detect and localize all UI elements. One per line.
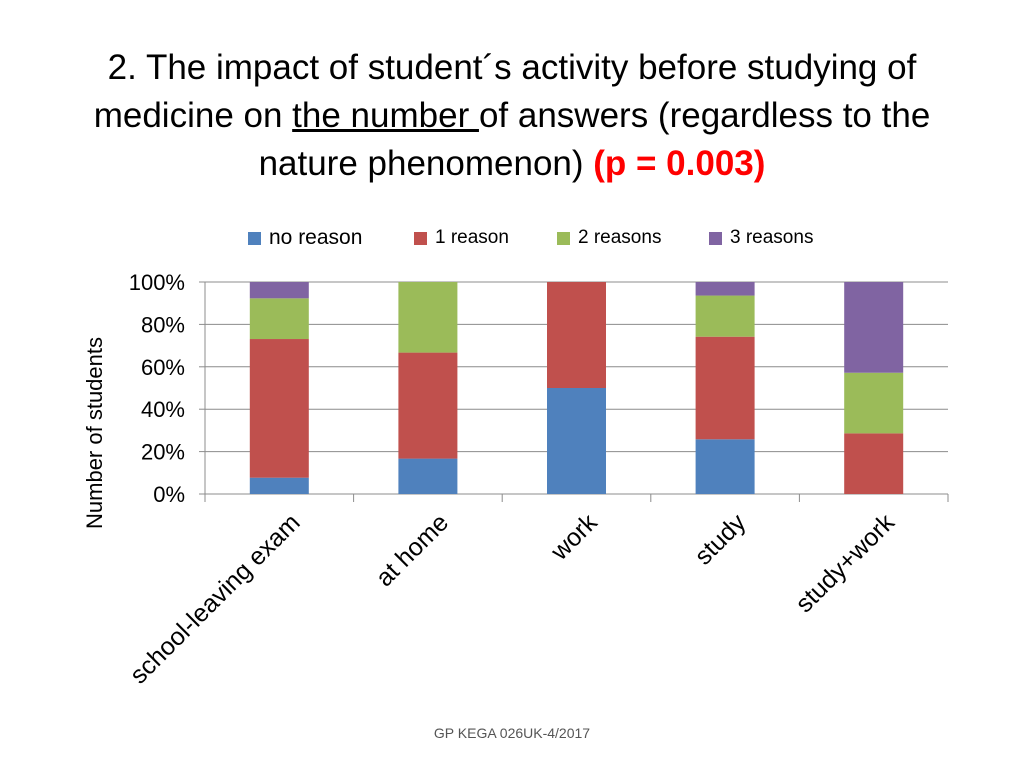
title-p-value: (p = 0.003) — [593, 144, 766, 183]
y-tick-label: 100% — [129, 270, 185, 295]
x-tick-label: work — [545, 508, 603, 566]
bar-segment — [695, 439, 755, 494]
y-tick-label: 20% — [141, 440, 185, 465]
legend-swatch-2-reasons — [557, 231, 570, 245]
legend-swatch-no-reason — [248, 231, 261, 245]
slide-title: 2. The impact of student´s activity befo… — [40, 44, 984, 188]
x-tick-label: study — [689, 508, 751, 570]
y-tick-label: 40% — [141, 397, 185, 422]
bar-segment — [844, 433, 904, 494]
bar-segment — [695, 295, 755, 337]
bar-segment — [398, 458, 458, 494]
bar-segment — [844, 282, 904, 373]
legend-item-1-reason: 1 reason — [414, 224, 509, 252]
bar-segment — [249, 298, 309, 340]
bar-segment — [547, 388, 606, 494]
bar-segment — [249, 282, 309, 299]
legend-swatch-3-reasons — [709, 231, 722, 245]
bar-segment — [695, 336, 755, 440]
bar-segment — [249, 477, 309, 494]
legend-item-3-reasons: 3 reasons — [709, 224, 813, 252]
legend-label-2-reasons: 2 reasons — [578, 227, 662, 248]
bar-segment — [844, 372, 904, 434]
legend-item-no-reason: no reason — [248, 224, 362, 252]
legend-label-1-reason: 1 reason — [435, 227, 509, 248]
bar-segment — [398, 352, 458, 459]
chart-legend: no reason 1 reason 2 reasons 3 reasons — [0, 224, 1024, 252]
bar-segment — [547, 282, 606, 388]
y-tick-label: 80% — [141, 312, 185, 337]
legend-label-3-reasons: 3 reasons — [730, 227, 814, 248]
legend-item-2-reasons: 2 reasons — [557, 224, 661, 252]
y-tick-label: 60% — [141, 355, 185, 380]
y-tick-label: 0% — [153, 482, 185, 507]
title-underlined-text: the number — [292, 96, 479, 135]
title-text-1: 2. The impact of student´s activity befo… — [93, 48, 917, 135]
slide-footer: GP KEGA 026UK-4/2017 — [433, 725, 591, 741]
title-text-2: of answers (regardless to the nature phe… — [258, 96, 931, 183]
x-tick-label: study+work — [790, 508, 900, 618]
bar-segment — [695, 282, 755, 296]
x-tick-label: at home — [370, 508, 454, 592]
legend-label-no-reason: no reason — [269, 226, 363, 249]
x-tick-label: school-leaving exam — [125, 508, 306, 689]
bar-segment — [398, 282, 458, 353]
bar-segment — [249, 339, 309, 478]
legend-swatch-1-reason — [414, 231, 427, 245]
